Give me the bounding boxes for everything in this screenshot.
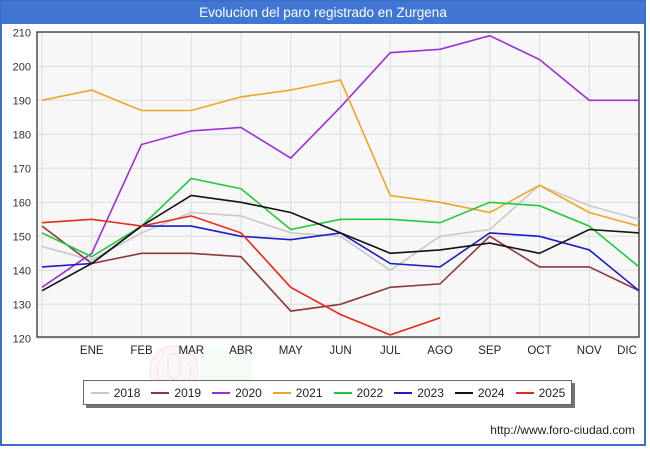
- svg-text:160: 160: [13, 197, 31, 209]
- svg-text:FEB: FEB: [130, 345, 153, 357]
- svg-text:130: 130: [13, 299, 31, 311]
- svg-text:MAY: MAY: [279, 345, 303, 357]
- svg-text:150: 150: [13, 231, 31, 243]
- svg-text:180: 180: [13, 129, 31, 141]
- svg-text:ENE: ENE: [80, 345, 104, 357]
- svg-text:AGO: AGO: [427, 345, 453, 357]
- svg-text:JUL: JUL: [380, 345, 401, 357]
- svg-text:ABR: ABR: [229, 345, 253, 357]
- svg-text:120: 120: [13, 333, 31, 345]
- svg-text:JUN: JUN: [329, 345, 351, 357]
- svg-text:200: 200: [13, 61, 31, 73]
- svg-text:OCT: OCT: [527, 345, 551, 357]
- svg-text:SEP: SEP: [478, 345, 501, 357]
- svg-text:DIC: DIC: [617, 345, 637, 357]
- svg-text:210: 210: [13, 27, 31, 39]
- svg-text:140: 140: [13, 265, 31, 277]
- svg-text:NOV: NOV: [577, 345, 602, 357]
- svg-text:190: 190: [13, 95, 31, 107]
- svg-text:MAR: MAR: [178, 345, 204, 357]
- svg-text:170: 170: [13, 163, 31, 175]
